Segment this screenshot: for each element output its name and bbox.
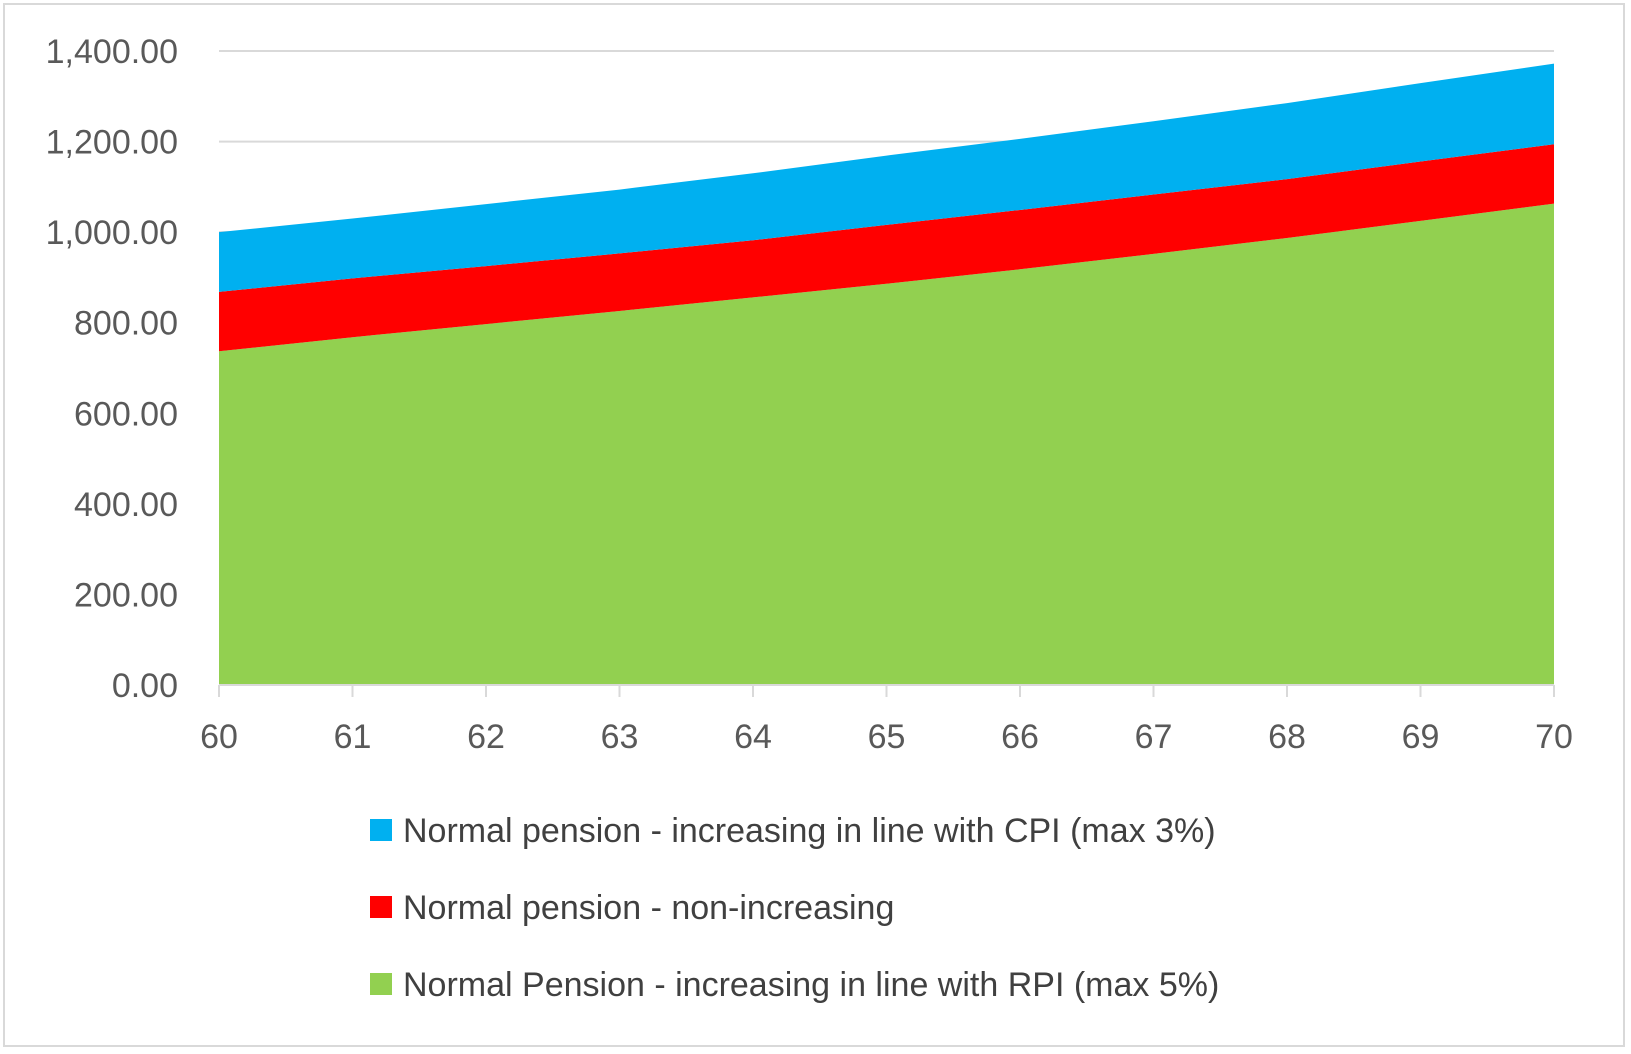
x-tick-label: 66 [1001, 718, 1039, 756]
x-tick-label: 64 [734, 718, 772, 756]
legend-swatch-1 [370, 896, 392, 918]
x-tick-label: 65 [868, 718, 906, 756]
y-tick-label: 800.00 [74, 305, 178, 343]
y-tick-label: 400.00 [74, 486, 178, 524]
x-tick-label: 70 [1535, 718, 1573, 756]
x-tick-label: 67 [1135, 718, 1173, 756]
axes [218, 684, 1555, 697]
x-tick-label: 63 [601, 718, 639, 756]
x-tick-label: 62 [467, 718, 505, 756]
legend-label-0: Normal pension - increasing in line with… [403, 812, 1216, 850]
y-tick-label: 200.00 [74, 576, 178, 614]
area-series [219, 63, 1554, 685]
y-tick-label: 600.00 [74, 395, 178, 433]
legend-label-2: Normal Pension - increasing in line with… [403, 966, 1219, 1004]
x-tick-label: 61 [334, 718, 372, 756]
area-series-1 [219, 144, 1554, 352]
x-tick-label: 68 [1268, 718, 1306, 756]
legend-swatch-2 [370, 973, 392, 995]
y-tick-label: 1,200.00 [46, 124, 178, 162]
x-tick-label: 60 [200, 718, 238, 756]
y-tick-label: 1,000.00 [46, 214, 178, 252]
area-series-2 [219, 63, 1554, 292]
y-tick-label: 0.00 [112, 667, 178, 705]
legend-label-1: Normal pension - non-increasing [403, 889, 894, 927]
x-axis-ticks: 60 61 62 63 64 65 66 67 68 69 70 [200, 718, 1573, 756]
y-tick-label: 1,400.00 [46, 33, 178, 71]
y-axis-ticks: 0.00 200.00 400.00 600.00 800.00 1,000.00 1,20… [46, 33, 178, 705]
area-series-0 [219, 203, 1554, 685]
x-tick-label: 69 [1402, 718, 1440, 756]
legend-swatch-0 [370, 819, 392, 841]
legend: Normal pension - increasing in line with… [370, 812, 1219, 1004]
